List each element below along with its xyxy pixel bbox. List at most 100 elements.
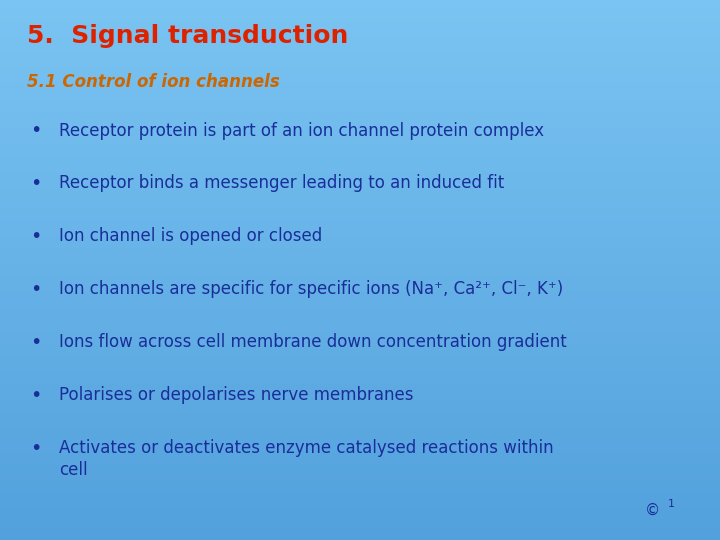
Text: •: • bbox=[30, 333, 42, 352]
Bar bbox=[0, 20, 720, 22]
Bar bbox=[0, 167, 720, 169]
Bar bbox=[0, 2, 720, 4]
Bar bbox=[0, 74, 720, 76]
Bar bbox=[0, 346, 720, 347]
Text: •: • bbox=[30, 227, 42, 246]
Bar bbox=[0, 396, 720, 398]
Bar bbox=[0, 274, 720, 275]
Bar bbox=[0, 72, 720, 74]
Bar bbox=[0, 428, 720, 430]
Bar bbox=[0, 349, 720, 351]
Bar bbox=[0, 304, 720, 306]
Bar bbox=[0, 54, 720, 56]
Bar bbox=[0, 270, 720, 272]
Bar bbox=[0, 250, 720, 252]
Bar bbox=[0, 205, 720, 207]
Bar bbox=[0, 29, 720, 31]
Text: Polarises or depolarises nerve membranes: Polarises or depolarises nerve membranes bbox=[59, 386, 413, 404]
Bar bbox=[0, 409, 720, 410]
Bar bbox=[0, 290, 720, 292]
Bar bbox=[0, 108, 720, 110]
Bar bbox=[0, 131, 720, 133]
Bar bbox=[0, 401, 720, 403]
Bar bbox=[0, 133, 720, 135]
Bar bbox=[0, 110, 720, 112]
Bar bbox=[0, 335, 720, 336]
Bar bbox=[0, 491, 720, 493]
Bar bbox=[0, 31, 720, 32]
Text: •: • bbox=[30, 386, 42, 405]
Bar bbox=[0, 479, 720, 481]
Bar bbox=[0, 436, 720, 437]
Bar bbox=[0, 326, 720, 328]
Bar bbox=[0, 101, 720, 103]
Bar bbox=[0, 12, 720, 15]
Bar bbox=[0, 99, 720, 101]
Bar bbox=[0, 236, 720, 238]
Bar bbox=[0, 508, 720, 509]
Bar bbox=[0, 430, 720, 432]
Bar bbox=[0, 245, 720, 247]
Bar bbox=[0, 69, 720, 70]
Bar bbox=[0, 461, 720, 463]
Bar bbox=[0, 320, 720, 322]
Bar bbox=[0, 417, 720, 420]
Bar bbox=[0, 261, 720, 263]
Text: Ion channel is opened or closed: Ion channel is opened or closed bbox=[59, 227, 323, 245]
Bar bbox=[0, 76, 720, 77]
Bar bbox=[0, 302, 720, 304]
Bar bbox=[0, 155, 720, 157]
Bar bbox=[0, 447, 720, 448]
Bar bbox=[0, 86, 720, 88]
Bar bbox=[0, 358, 720, 360]
Bar bbox=[0, 248, 720, 250]
Bar bbox=[0, 336, 720, 339]
Bar bbox=[0, 241, 720, 243]
Text: Receptor binds a messenger leading to an induced fit: Receptor binds a messenger leading to an… bbox=[59, 174, 504, 192]
Bar bbox=[0, 339, 720, 340]
Bar bbox=[0, 477, 720, 479]
Bar bbox=[0, 193, 720, 194]
Bar bbox=[0, 90, 720, 92]
Text: Ion channels are specific for specific ions (Na⁺, Ca²⁺, Cl⁻, K⁺): Ion channels are specific for specific i… bbox=[59, 280, 563, 298]
Bar bbox=[0, 380, 720, 382]
Bar bbox=[0, 309, 720, 312]
Bar bbox=[0, 130, 720, 131]
Bar bbox=[0, 180, 720, 182]
Bar bbox=[0, 189, 720, 191]
Bar bbox=[0, 366, 720, 367]
Bar bbox=[0, 66, 720, 69]
Bar bbox=[0, 286, 720, 288]
Bar bbox=[0, 522, 720, 524]
Bar bbox=[0, 160, 720, 162]
Bar bbox=[0, 459, 720, 461]
Text: •: • bbox=[30, 174, 42, 193]
Bar bbox=[0, 214, 720, 216]
Bar bbox=[0, 525, 720, 528]
Bar bbox=[0, 299, 720, 301]
Bar bbox=[0, 25, 720, 27]
Bar bbox=[0, 331, 720, 333]
Bar bbox=[0, 434, 720, 436]
Bar bbox=[0, 142, 720, 144]
Bar bbox=[0, 146, 720, 147]
Text: Activates or deactivates enzyme catalysed reactions within
cell: Activates or deactivates enzyme catalyse… bbox=[59, 439, 554, 479]
Bar bbox=[0, 405, 720, 407]
Bar bbox=[0, 258, 720, 259]
Bar bbox=[0, 16, 720, 18]
Bar bbox=[0, 103, 720, 104]
Text: •: • bbox=[30, 439, 42, 458]
Bar bbox=[0, 115, 720, 117]
Bar bbox=[0, 259, 720, 261]
Bar bbox=[0, 49, 720, 50]
Bar bbox=[0, 374, 720, 376]
Bar bbox=[0, 317, 720, 319]
Bar bbox=[0, 319, 720, 320]
Bar bbox=[0, 482, 720, 484]
Bar bbox=[0, 376, 720, 378]
Bar bbox=[0, 151, 720, 153]
Bar bbox=[0, 153, 720, 155]
Bar bbox=[0, 398, 720, 400]
Bar bbox=[0, 468, 720, 470]
Bar bbox=[0, 140, 720, 142]
